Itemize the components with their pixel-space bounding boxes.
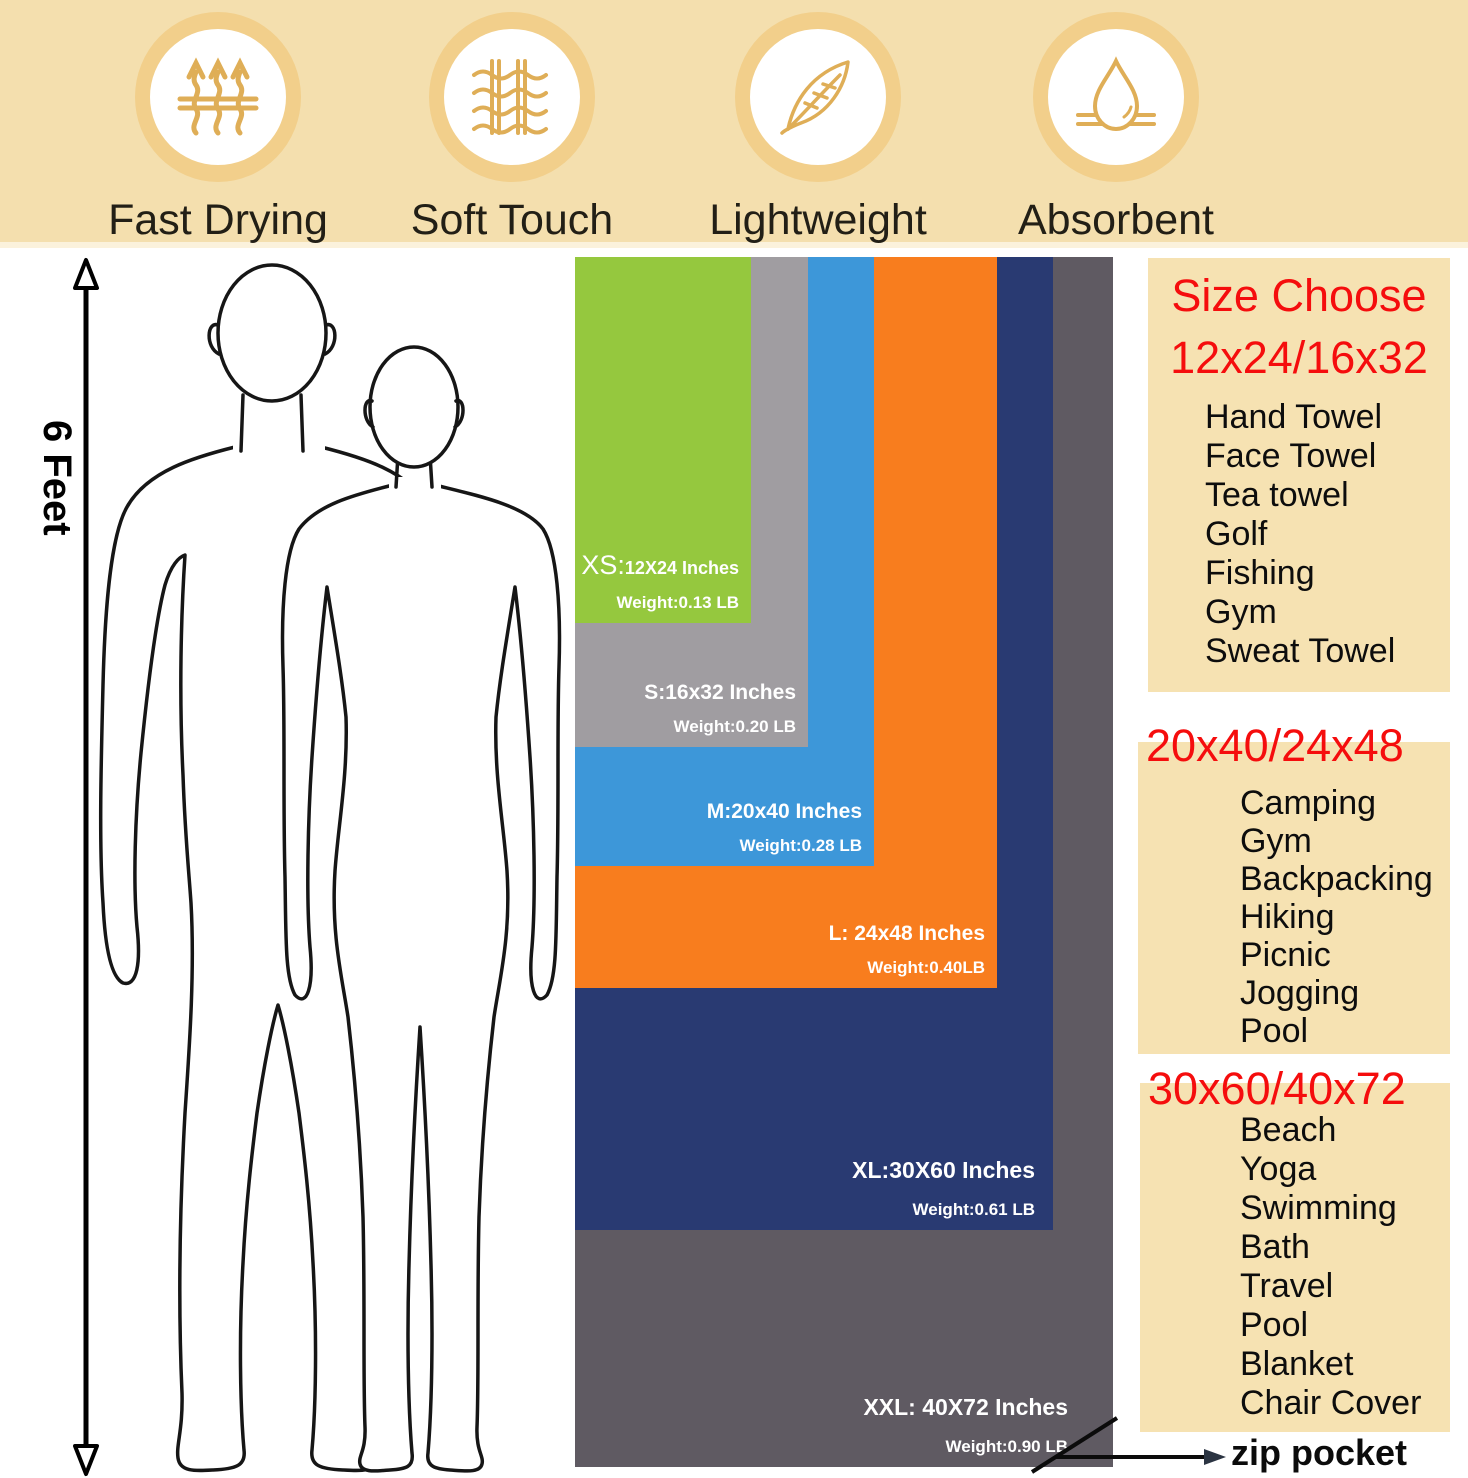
banner-divider [0, 242, 1468, 248]
weight-label: Weight:0.61 LB [912, 1200, 1035, 1219]
weight-label: Weight:0.20 LB [673, 717, 796, 736]
weight-label: Weight:0.40LB [867, 958, 985, 977]
weight-label: Weight:0.13 LB [616, 593, 739, 612]
use-case-item: Fishing [1205, 554, 1315, 592]
use-case-item: Hiking [1240, 898, 1335, 936]
panel-small-sizes: Size Choose 12x24/16x32 Hand Towel Face T… [1148, 258, 1450, 692]
use-case-item: Blanket [1240, 1345, 1354, 1383]
panel-size-heading: 30x60/40x72 [1148, 1063, 1406, 1114]
human-figures-illustration [98, 263, 562, 1473]
use-case-item: Tea towel [1205, 476, 1349, 514]
use-case-item: Chair Cover [1240, 1384, 1422, 1422]
use-case-item: Swimming [1240, 1189, 1397, 1227]
use-case-item: Travel [1240, 1267, 1334, 1305]
use-case-item: Camping [1240, 784, 1377, 822]
water-drop-icon [1076, 56, 1156, 131]
panel-size-heading: 20x40/24x48 [1146, 720, 1404, 771]
use-case-list: Beach Yoga Swimming Bath Travel Pool Blanket Ch… [1240, 1111, 1421, 1423]
use-case-item: Golf [1205, 515, 1268, 553]
feather-icon [780, 60, 850, 135]
weight-label: Weight:0.28 LB [739, 836, 862, 855]
feature-fast-drying: Fast Drying [68, 12, 368, 245]
panel-size-heading: 12x24/16x32 [1170, 332, 1428, 383]
size-label-s: S:16x32 Inches Weight:0.20 LB [644, 681, 796, 736]
feature-circle [1033, 12, 1199, 182]
feature-circle [429, 12, 595, 182]
size-label-m: M:20x40 Inches Weight:0.28 LB [706, 800, 862, 855]
feature-label: Lightweight [709, 196, 927, 244]
size-label-l: L: 24x48 Inches Weight:0.40LB [828, 922, 985, 977]
zip-pocket-label: zip pocket [1231, 1432, 1408, 1473]
use-case-item: Pool [1240, 1012, 1309, 1050]
use-case-item: Gym [1240, 822, 1312, 860]
height-measure-arrow [73, 258, 99, 1476]
panel-title: Size Choose [1171, 270, 1427, 321]
towel-rect-xs: XS:12X24 Inches Weight:0.13 LB [575, 257, 751, 623]
feature-circle [735, 12, 901, 182]
feature-label: Soft Touch [410, 196, 614, 244]
panel-medium-sizes: 20x40/24x48 Camping Gym Backpacking Hiking P… [1138, 720, 1450, 1054]
use-case-item: Beach [1240, 1111, 1337, 1149]
zip-pocket-arrow [1030, 1416, 1226, 1474]
use-case-item: Hand Towel [1205, 398, 1383, 436]
use-case-list: Hand Towel Face Towel Tea towel Golf Fishing… [1205, 398, 1395, 671]
size-label-xxl: XXL: 40X72 Inches Weight:0.90 LB [863, 1394, 1068, 1456]
use-case-list: Camping Gym Backpacking Hiking Picnic Jogging… [1240, 784, 1433, 1050]
feature-lightweight: Lightweight [668, 12, 968, 245]
panel-large-sizes: 30x60/40x72 Beach Yoga Swimming Bath Travel P… [1140, 1063, 1450, 1432]
woman-outline [280, 345, 562, 1473]
use-case-item: Sweat Towel [1205, 632, 1396, 670]
height-label: 6 Feet [35, 420, 79, 536]
use-case-item: Face Towel [1205, 437, 1377, 475]
weight-label: Weight:0.90 LB [945, 1437, 1068, 1456]
feature-soft-touch: Soft Touch [362, 12, 662, 245]
size-label-xl: XL:30X60 Inches Weight:0.61 LB [852, 1157, 1035, 1219]
use-case-item: Jogging [1240, 974, 1360, 1012]
use-case-item: Yoga [1240, 1150, 1317, 1188]
use-case-item: Backpacking [1240, 860, 1433, 898]
fabric-weave-icon [472, 59, 548, 135]
use-case-item: Picnic [1240, 936, 1331, 974]
feature-absorbent: Absorbent [966, 12, 1266, 245]
size-label-xs: XS:12X24 Inches Weight:0.13 LB [581, 550, 739, 612]
use-case-item: Gym [1205, 593, 1277, 631]
feature-circle [135, 12, 301, 182]
feature-label: Absorbent [1017, 196, 1215, 244]
feature-label: Fast Drying [108, 196, 328, 244]
use-case-item: Bath [1240, 1228, 1310, 1266]
use-case-item: Pool [1240, 1306, 1309, 1344]
heat-arrows-icon [177, 57, 259, 136]
